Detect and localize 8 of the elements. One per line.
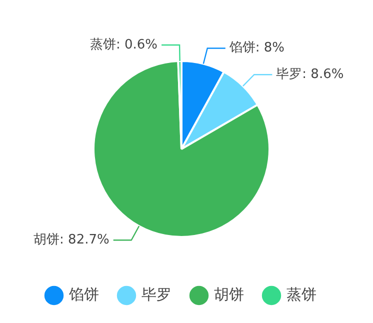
data-label: 蒸饼: 0.6% (90, 37, 158, 52)
legend-label: 毕罗 (142, 285, 172, 304)
legend-label: 胡饼 (214, 285, 244, 304)
data-label: 毕罗: 8.6% (276, 66, 344, 82)
legend-label: 馅饼 (68, 285, 99, 304)
legend-label: 蒸饼 (286, 285, 316, 304)
data-label: 胡饼: 82.7% (34, 232, 110, 248)
data-label: 馅饼: 8% (228, 40, 285, 56)
